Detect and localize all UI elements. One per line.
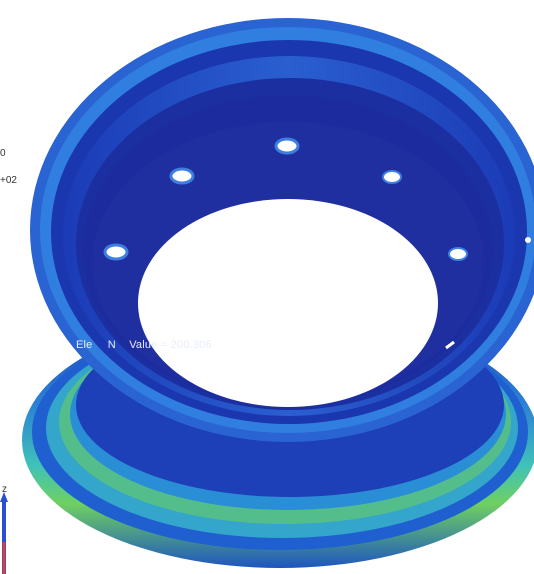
probe-value: 200.306 bbox=[170, 339, 212, 351]
probe-element-label: Ele bbox=[76, 339, 93, 351]
bolt-hole bbox=[382, 170, 402, 184]
probe-annotation: Ele N Value = 200.306 bbox=[76, 339, 212, 351]
triad-z-label: z bbox=[2, 484, 7, 495]
bolt-hole bbox=[274, 137, 300, 155]
probe-node-label: N bbox=[107, 339, 116, 351]
rim-edge-marker bbox=[525, 237, 531, 243]
bolt-hole bbox=[103, 243, 129, 261]
bolt-hole-partial bbox=[445, 340, 455, 350]
legend-value-partial: +02 bbox=[0, 175, 17, 186]
bolt-hole bbox=[448, 247, 468, 261]
bolt-holes bbox=[103, 137, 468, 350]
center-bore bbox=[138, 199, 438, 407]
legend-value-partial: 0 bbox=[0, 148, 6, 159]
coordinate-triad bbox=[0, 492, 8, 574]
bolt-hole bbox=[169, 167, 195, 185]
probe-value-label: Value = bbox=[129, 339, 168, 351]
